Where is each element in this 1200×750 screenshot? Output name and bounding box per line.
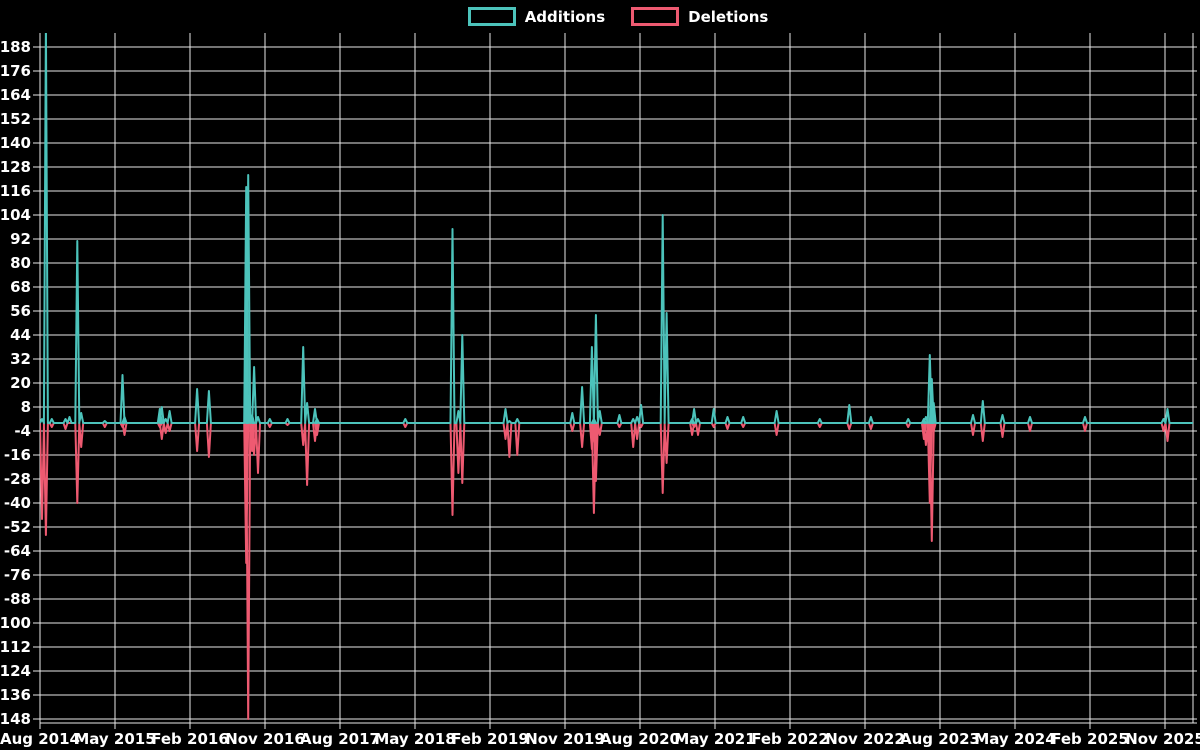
x-tick-label: Nov 2016 xyxy=(225,730,305,748)
additions-swatch-icon xyxy=(467,7,516,26)
legend-label-additions: Additions xyxy=(524,7,606,26)
x-tick-label: May 2021 xyxy=(674,730,755,748)
y-tick-label: -112 xyxy=(0,638,31,656)
y-tick-label: 92 xyxy=(10,230,31,248)
x-tick-label: Feb 2025 xyxy=(1051,730,1129,748)
y-tick-label: 44 xyxy=(10,326,31,344)
x-tick-label: Nov 2022 xyxy=(825,730,905,748)
x-tick-label: May 2015 xyxy=(74,730,155,748)
x-tick-label: Aug 2020 xyxy=(600,730,680,748)
y-tick-label: 68 xyxy=(10,278,31,296)
y-tick-label: -124 xyxy=(0,662,31,680)
y-tick-label: -148 xyxy=(0,710,31,728)
y-tick-label: -4 xyxy=(14,422,31,440)
additions-line xyxy=(40,33,1193,424)
legend-item-deletions[interactable]: Deletions xyxy=(631,7,768,26)
deletions-line xyxy=(40,422,1193,720)
x-tick-label: May 2024 xyxy=(974,730,1055,748)
y-tick-label: 128 xyxy=(0,158,31,176)
y-tick-label: 164 xyxy=(0,86,31,104)
x-tick-label: Aug 2023 xyxy=(900,730,980,748)
x-tick-label: Aug 2014 xyxy=(0,730,80,748)
y-tick-label: 176 xyxy=(0,62,31,80)
y-tick-label: -88 xyxy=(4,590,31,608)
y-tick-label: -76 xyxy=(4,566,31,584)
y-tick-label: -16 xyxy=(4,446,31,464)
legend-item-additions[interactable]: Additions xyxy=(467,7,606,26)
x-tick-label: Nov 2019 xyxy=(525,730,605,748)
deletions-swatch-icon xyxy=(631,7,680,26)
y-tick-label: 116 xyxy=(0,182,31,200)
y-tick-label: 8 xyxy=(21,398,31,416)
y-tick-label: 80 xyxy=(10,254,31,272)
y-tick-label: 104 xyxy=(0,206,31,224)
y-axis-labels: 188 176 164 152 140 128 116 104 92 80 68 56 44 32 20 8 -… xyxy=(0,38,31,728)
y-tick-label: 56 xyxy=(10,302,31,320)
axes xyxy=(33,33,1197,729)
y-tick-label: -64 xyxy=(4,542,31,560)
x-tick-label: Aug 2017 xyxy=(300,730,380,748)
x-tick-label: May 2018 xyxy=(374,730,455,748)
x-tick-label: Nov 2025 xyxy=(1125,730,1200,748)
y-tick-label: 20 xyxy=(10,374,31,392)
y-tick-label: 188 xyxy=(0,38,31,56)
x-tick-label: Feb 2019 xyxy=(451,730,529,748)
y-tick-label: -40 xyxy=(4,494,31,512)
y-tick-label: 32 xyxy=(10,350,31,368)
y-tick-label: -52 xyxy=(4,518,31,536)
y-tick-label: 140 xyxy=(0,134,31,152)
gridlines xyxy=(39,33,1197,723)
legend-label-deletions: Deletions xyxy=(688,7,769,26)
x-tick-label: Feb 2016 xyxy=(151,730,229,748)
y-tick-label: -28 xyxy=(4,470,31,488)
y-tick-label: -136 xyxy=(0,686,31,704)
y-tick-label: 152 xyxy=(0,110,31,128)
y-tick-label: -100 xyxy=(0,614,31,632)
x-tick-label: Feb 2022 xyxy=(751,730,829,748)
chart-legend: Additions Deletions xyxy=(0,7,1200,26)
